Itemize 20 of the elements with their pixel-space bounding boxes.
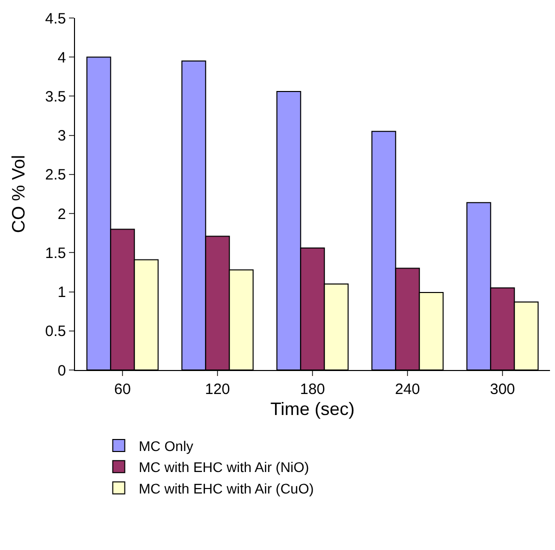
y-tick-label: 1	[58, 284, 66, 302]
x-tick-label: 120	[204, 381, 230, 398]
x-tick-label: 240	[394, 381, 420, 398]
x-tick-label: 300	[490, 381, 516, 398]
y-tick-label: 3.5	[45, 88, 66, 106]
y-tick-label: 4.5	[45, 10, 66, 28]
y-tick-label: 0	[58, 362, 66, 380]
y-tick-label: 1.5	[45, 244, 66, 262]
y-tick-label: 3	[58, 128, 66, 145]
legend-label: MC with EHC with Air (NiO)	[138, 459, 310, 476]
x-tick-label: 60	[114, 381, 131, 398]
y-axis-title: CO % Vol	[8, 154, 28, 234]
y-tick-label: 2	[58, 206, 66, 223]
legend-label: MC Only	[138, 438, 194, 454]
y-tick-label: 0.5	[45, 323, 66, 340]
y-tick-label: 4	[58, 49, 66, 66]
x-axis-title: Time (sec)	[270, 399, 355, 420]
legend-label: MC with EHC with Air (CuO)	[138, 480, 314, 496]
y-tick-label: 2.5	[45, 166, 66, 184]
x-tick-label: 180	[300, 381, 326, 398]
